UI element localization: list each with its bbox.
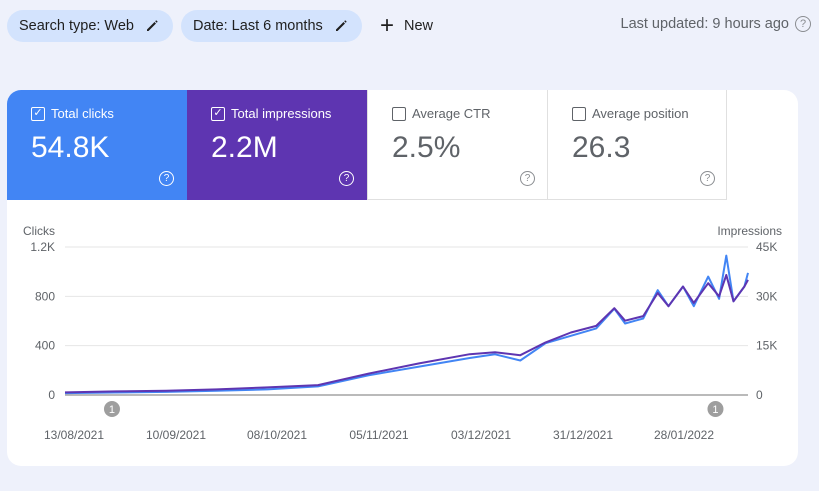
x-tick-label: 08/10/2021 <box>247 428 307 442</box>
help-icon[interactable]: ? <box>159 171 174 186</box>
series-line-clicks <box>64 254 749 395</box>
series-line-impressions <box>64 274 749 394</box>
metric-value: 54.8K <box>31 131 110 164</box>
metric-average-position[interactable]: Average position 26.3 ? <box>547 90 727 200</box>
plus-icon: + <box>380 12 395 39</box>
left-axis-label: Clicks <box>23 224 55 238</box>
metric-value: 2.5% <box>392 131 461 164</box>
left-tick-label: 1.2K <box>30 240 55 254</box>
date-filter-chip[interactable]: Date: Last 6 months <box>181 10 362 42</box>
metric-value: 26.3 <box>572 131 631 164</box>
performance-card: ✓ Total clicks 54.8K ? ✓ Total impressions… <box>7 90 798 466</box>
left-tick-label: 400 <box>35 339 55 353</box>
checkbox-unchecked-icon[interactable] <box>392 106 406 121</box>
right-tick-label: 30K <box>756 289 777 303</box>
x-tick-label: 03/12/2021 <box>451 428 511 442</box>
right-tick-label: 0 <box>756 388 763 402</box>
edit-pencil-icon <box>147 20 158 31</box>
annotation-marker <box>103 401 120 417</box>
help-icon[interactable]: ? <box>795 16 811 32</box>
right-axis-label: Impressions <box>717 224 782 238</box>
x-tick-label: 31/12/2021 <box>553 428 613 442</box>
help-icon[interactable]: ? <box>339 171 354 186</box>
annotation-marker <box>707 401 724 417</box>
search-type-filter-chip[interactable]: Search type: Web <box>7 10 173 42</box>
x-tick-label: 28/01/2022 <box>654 428 714 442</box>
left-tick-label: 800 <box>35 289 55 303</box>
date-filter-label: Date: Last 6 months <box>193 18 323 34</box>
new-filter-button[interactable]: + New <box>380 12 433 40</box>
last-updated-status: Last updated: 9 hours ago ? <box>620 16 811 32</box>
metric-total-clicks[interactable]: ✓ Total clicks 54.8K ? <box>7 90 187 200</box>
left-tick-label: 0 <box>48 388 55 402</box>
annotation-label: 1 <box>109 404 115 416</box>
last-updated-text: Last updated: 9 hours ago <box>620 16 790 32</box>
right-tick-label: 15K <box>756 339 777 353</box>
checkbox-unchecked-icon[interactable] <box>572 106 586 121</box>
metric-total-impressions[interactable]: ✓ Total impressions 2.2M ? <box>187 90 367 200</box>
checkbox-checked-icon[interactable]: ✓ <box>211 106 225 121</box>
metric-label: Total clicks <box>51 106 114 121</box>
edit-pencil-icon <box>335 20 347 31</box>
new-filter-label: New <box>404 18 434 34</box>
search-type-filter-label: Search type: Web <box>19 18 134 34</box>
help-icon[interactable]: ? <box>700 171 715 186</box>
x-tick-label: 10/09/2021 <box>146 428 206 442</box>
metric-label: Average position <box>592 106 689 121</box>
x-tick-label: 13/08/2021 <box>44 428 104 442</box>
x-tick-label: 05/11/2021 <box>349 428 408 442</box>
metric-value: 2.2M <box>211 131 278 164</box>
right-tick-label: 45K <box>756 240 777 254</box>
metric-label: Total impressions <box>231 106 332 121</box>
annotation-label: 1 <box>712 404 718 416</box>
metric-average-ctr[interactable]: Average CTR 2.5% ? <box>367 90 547 200</box>
help-icon[interactable]: ? <box>520 171 535 186</box>
metric-label: Average CTR <box>412 106 491 121</box>
checkbox-checked-icon[interactable]: ✓ <box>31 106 45 121</box>
